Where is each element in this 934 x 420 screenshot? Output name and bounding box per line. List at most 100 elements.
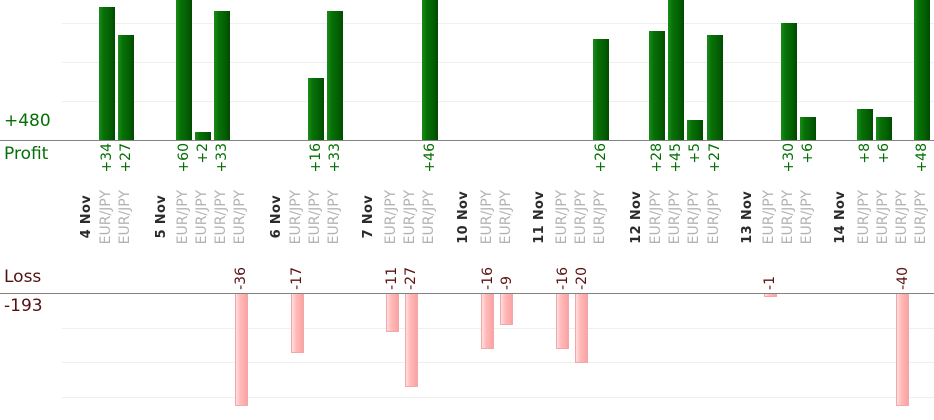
symbol-label: EUR/JPY	[592, 189, 609, 245]
symbol-label-cell: EUR/JPY	[97, 184, 117, 250]
symbol-label: EUR/JPY	[894, 189, 911, 245]
loss-bar[interactable]	[291, 294, 304, 353]
loss-bar[interactable]	[556, 294, 569, 349]
loss-bar[interactable]	[896, 294, 909, 406]
symbol-label-cell: EUR/JPY	[647, 184, 667, 250]
loss-bar[interactable]	[481, 294, 494, 349]
symbol-label: EUR/JPY	[213, 189, 230, 245]
trade-profit-value-label: +28	[649, 143, 665, 173]
trade-profit-value-label: +6	[876, 143, 892, 164]
trade-loss-value-label: -9	[499, 276, 515, 290]
symbol-label: EUR/JPY	[667, 189, 684, 245]
loss-axis-line	[0, 293, 934, 294]
profit-bar[interactable]	[176, 0, 192, 140]
trade-profit-value-label: +30	[781, 143, 797, 173]
profit-bar[interactable]	[327, 11, 343, 140]
symbol-label: EUR/JPY	[117, 189, 134, 245]
profit-total-label: +480	[4, 111, 51, 131]
trade-profit-value-label: +46	[422, 143, 438, 173]
symbol-label: EUR/JPY	[875, 189, 892, 245]
symbol-label-cell: EUR/JPY	[553, 184, 573, 250]
date-label-cell: 10 Nov	[454, 184, 474, 250]
symbol-label-cell: EUR/JPY	[174, 184, 194, 250]
trade-profit-value-label: +2	[195, 143, 211, 164]
loss-bar[interactable]	[386, 294, 399, 332]
profit-bar[interactable]	[99, 7, 115, 140]
symbol-label-cell: EUR/JPY	[287, 184, 307, 250]
profit-bar[interactable]	[857, 109, 873, 140]
symbol-label: EUR/JPY	[421, 189, 438, 245]
loss-bar[interactable]	[235, 294, 248, 406]
symbol-label: EUR/JPY	[648, 189, 665, 245]
trade-loss-value-label: -27	[403, 267, 419, 290]
trade-profit-value-label: +8	[857, 143, 873, 164]
profit-bar[interactable]	[781, 23, 797, 140]
loss-bar[interactable]	[405, 294, 418, 387]
symbol-label-cell: EUR/JPY	[779, 184, 799, 250]
profit-bar[interactable]	[214, 11, 230, 140]
symbol-label-cell: EUR/JPY	[306, 184, 326, 250]
loss-gridline	[62, 328, 934, 329]
symbol-label-cell: EUR/JPY	[401, 184, 421, 250]
symbol-label-cell: EUR/JPY	[855, 184, 875, 250]
symbol-label-cell: EUR/JPY	[231, 184, 251, 250]
date-label: 5 Nov	[153, 195, 169, 239]
date-label: 7 Nov	[360, 195, 376, 239]
symbol-label: EUR/JPY	[686, 189, 703, 245]
date-label: 10 Nov	[455, 190, 471, 244]
profit-bar[interactable]	[118, 35, 134, 140]
loss-axis-label: Loss	[4, 267, 42, 287]
profit-bar[interactable]	[195, 132, 211, 140]
symbol-label: EUR/JPY	[402, 189, 419, 245]
symbol-label: EUR/JPY	[288, 189, 305, 245]
trade-profit-value-label: +27	[707, 143, 723, 173]
loss-bar[interactable]	[575, 294, 588, 363]
symbol-label-cell: EUR/JPY	[874, 184, 894, 250]
symbol-label: EUR/JPY	[780, 189, 797, 245]
profit-bar[interactable]	[649, 31, 665, 140]
profit-bar[interactable]	[876, 117, 892, 140]
profit-bar[interactable]	[687, 120, 703, 140]
symbol-label-cell: EUR/JPY	[760, 184, 780, 250]
symbol-label: EUR/JPY	[479, 189, 496, 245]
profit-gridline	[62, 23, 934, 24]
trade-profit-value-label: +45	[668, 143, 684, 173]
trade-profit-value-label: +6	[800, 143, 816, 164]
date-label-cell: 5 Nov	[152, 184, 172, 250]
symbol-label: EUR/JPY	[799, 189, 816, 245]
trade-profit-value-label: +60	[176, 143, 192, 173]
symbol-label-cell: EUR/JPY	[705, 184, 725, 250]
trade-loss-value-label: -1	[762, 276, 778, 290]
symbol-label-cell: EUR/JPY	[193, 184, 213, 250]
date-label-cell: 14 Nov	[831, 184, 851, 250]
date-label-cell: 7 Nov	[359, 184, 379, 250]
symbol-label-cell: EUR/JPY	[478, 184, 498, 250]
symbol-label-cell: EUR/JPY	[212, 184, 232, 250]
profit-bar[interactable]	[422, 0, 438, 140]
loss-bar[interactable]	[500, 294, 513, 325]
profit-bar[interactable]	[800, 117, 816, 140]
trade-profit-value-label: +26	[593, 143, 609, 173]
profit-axis-line	[0, 140, 934, 141]
date-label-cell: 11 Nov	[530, 184, 550, 250]
date-label: 13 Nov	[739, 190, 755, 244]
date-label: 4 Nov	[78, 195, 94, 239]
profit-bar[interactable]	[308, 78, 324, 140]
date-label-cell: 6 Nov	[267, 184, 287, 250]
profit-bar[interactable]	[668, 0, 684, 140]
symbol-label-cell: EUR/JPY	[420, 184, 440, 250]
profit-bar[interactable]	[593, 39, 609, 140]
profit-bar[interactable]	[914, 0, 930, 140]
symbol-label: EUR/JPY	[307, 189, 324, 245]
symbol-label-cell: EUR/JPY	[666, 184, 686, 250]
date-label-cell: 4 Nov	[77, 184, 97, 250]
profit-gridline	[62, 62, 934, 63]
symbol-label: EUR/JPY	[326, 189, 343, 245]
loss-bar[interactable]	[764, 294, 777, 297]
symbol-label-cell: EUR/JPY	[325, 184, 345, 250]
profit-bar[interactable]	[707, 35, 723, 140]
trade-loss-value-label: -16	[555, 267, 571, 290]
trade-profit-value-label: +33	[327, 143, 343, 173]
symbol-label: EUR/JPY	[554, 189, 571, 245]
symbol-label-cell: EUR/JPY	[116, 184, 136, 250]
